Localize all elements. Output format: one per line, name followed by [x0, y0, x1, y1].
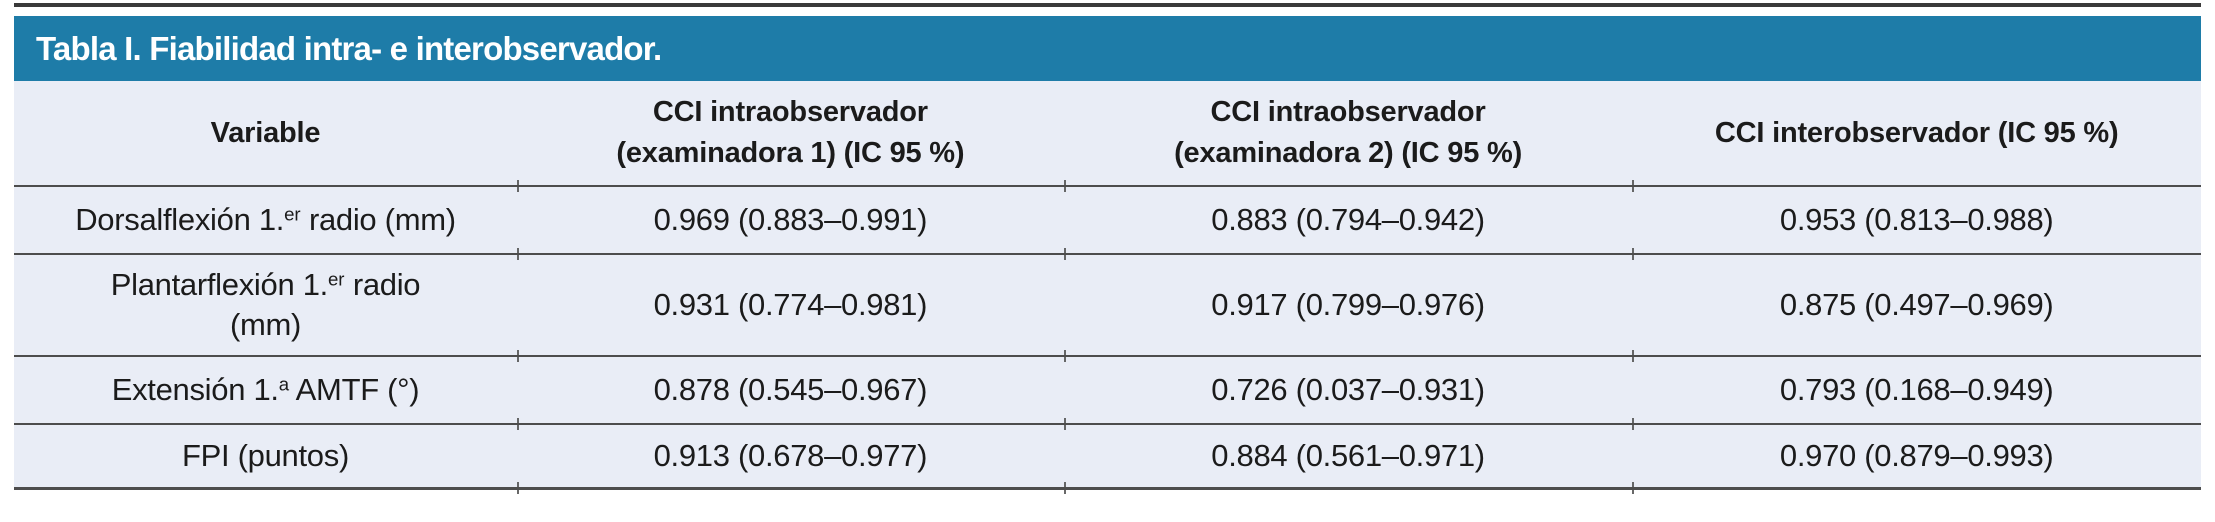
variable-label: FPI (puntos)	[22, 436, 509, 476]
column-header-variable: Variable	[14, 113, 517, 154]
row-separator	[14, 180, 2201, 192]
variable-label: Extensión 1.a AMTF (°)	[22, 370, 509, 410]
table-header-row: Variable CCI intraobservador (examinador…	[14, 81, 2201, 185]
table-bottom-rule	[14, 482, 2201, 494]
table-row: Plantarflexión 1.er radio (mm) 0.931 (0.…	[14, 255, 2201, 355]
value-cell: 0.969 (0.883–0.991)	[653, 201, 928, 237]
table-row: FPI (puntos) 0.913 (0.678–0.977) 0.884 (…	[14, 425, 2201, 487]
page-top-rule	[14, 3, 2201, 7]
row-separator	[14, 350, 2201, 362]
column-header-cci-inter: CCI interobservador (IC 95 %)	[1632, 113, 2201, 154]
value-cell: 0.931 (0.774–0.981)	[653, 286, 928, 322]
ordinal-superscript: er	[284, 203, 301, 225]
variable-cell: Dorsalflexión 1.er radio (mm)	[14, 200, 517, 240]
variable-text: radio	[344, 266, 421, 302]
variable-text: Extensión 1.	[111, 371, 279, 407]
reliability-table: Tabla I. Fiabilidad intra- e interobserv…	[14, 16, 2201, 494]
value-cell: 0.953 (0.813–0.988)	[1779, 201, 2054, 237]
variable-label-line2: (mm)	[229, 307, 302, 342]
variable-label: Plantarflexión 1.er radio	[22, 265, 509, 305]
variable-text: Dorsalflexión 1.	[75, 201, 285, 237]
column-header-cci-intra-1: CCI intraobservador (examinadora 1) (IC …	[517, 92, 1064, 173]
value-cell: 0.917 (0.799–0.976)	[1211, 286, 1485, 322]
column-header-line: Variable	[210, 116, 321, 149]
value-cell: 0.878 (0.545–0.967)	[653, 371, 928, 407]
table-row: Extensión 1.a AMTF (°) 0.878 (0.545–0.96…	[14, 357, 2201, 423]
value-cell: 0.884 (0.561–0.971)	[1211, 437, 1485, 473]
value-cell: 0.913 (0.678–0.977)	[653, 437, 928, 473]
column-header-line: CCI intraobservador	[652, 96, 928, 129]
variable-text: radio (mm)	[300, 201, 456, 237]
value-cell: 0.793 (0.168–0.949)	[1779, 371, 2054, 407]
table-title-bar: Tabla I. Fiabilidad intra- e interobserv…	[14, 16, 2201, 81]
value-cell: 0.875 (0.497–0.969)	[1779, 286, 2054, 322]
ordinal-superscript: er	[327, 268, 345, 290]
variable-cell: Extensión 1.a AMTF (°)	[14, 370, 517, 410]
variable-text: Plantarflexión 1.	[110, 266, 329, 302]
column-header-line: CCI interobservador (IC 95 %)	[1714, 116, 2119, 149]
table-title: Tabla I. Fiabilidad intra- e interobserv…	[36, 29, 662, 67]
variable-cell: Plantarflexión 1.er radio (mm)	[14, 265, 517, 346]
variable-text: AMTF (°)	[289, 371, 420, 407]
value-cell: 0.726 (0.037–0.931)	[1211, 371, 1485, 407]
variable-cell: FPI (puntos)	[14, 436, 517, 476]
value-cell: 0.970 (0.879–0.993)	[1779, 437, 2054, 473]
ordinal-superscript: a	[278, 373, 290, 395]
variable-label: Dorsalflexión 1.er radio (mm)	[22, 200, 509, 240]
table-body: Variable CCI intraobservador (examinador…	[14, 81, 2201, 494]
column-header-line: (examinadora 2) (IC 95 %)	[1174, 137, 1523, 169]
column-header-cci-intra-2: CCI intraobservador (examinadora 2) (IC …	[1064, 92, 1633, 173]
row-separator	[14, 248, 2201, 260]
column-header-line: CCI intraobservador	[1210, 96, 1486, 129]
variable-text: FPI (puntos)	[182, 437, 349, 473]
table-row: Dorsalflexión 1.er radio (mm) 0.969 (0.8…	[14, 187, 2201, 253]
value-cell: 0.883 (0.794–0.942)	[1211, 201, 1485, 237]
row-separator	[14, 418, 2201, 430]
column-header-line: (examinadora 1) (IC 95 %)	[616, 137, 965, 169]
